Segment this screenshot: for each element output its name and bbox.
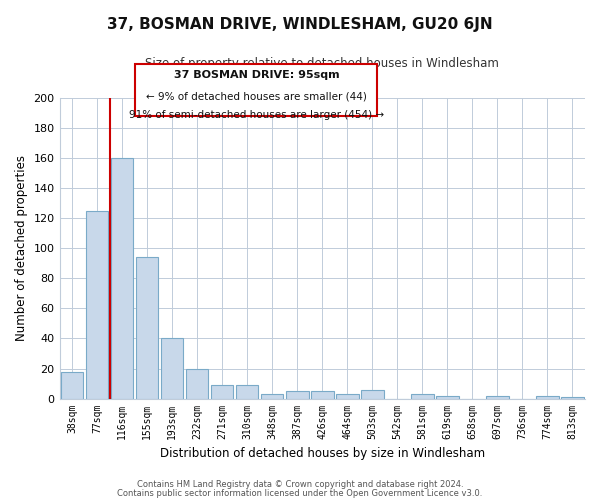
Title: Size of property relative to detached houses in Windlesham: Size of property relative to detached ho…	[145, 58, 499, 70]
Bar	[86, 210, 109, 398]
Bar	[261, 394, 283, 398]
Text: 37, BOSMAN DRIVE, WINDLESHAM, GU20 6JN: 37, BOSMAN DRIVE, WINDLESHAM, GU20 6JN	[107, 18, 493, 32]
Bar	[311, 391, 334, 398]
Bar	[436, 396, 458, 398]
Text: ← 9% of detached houses are smaller (44): ← 9% of detached houses are smaller (44)	[146, 92, 367, 102]
Text: Contains public sector information licensed under the Open Government Licence v3: Contains public sector information licen…	[118, 489, 482, 498]
Bar	[336, 394, 359, 398]
Bar	[61, 372, 83, 398]
Bar	[286, 391, 308, 398]
Text: 91% of semi-detached houses are larger (454) →: 91% of semi-detached houses are larger (…	[129, 110, 384, 120]
Bar	[211, 385, 233, 398]
Text: Contains HM Land Registry data © Crown copyright and database right 2024.: Contains HM Land Registry data © Crown c…	[137, 480, 463, 489]
X-axis label: Distribution of detached houses by size in Windlesham: Distribution of detached houses by size …	[160, 447, 485, 460]
Bar	[161, 338, 184, 398]
Bar	[186, 368, 208, 398]
Bar	[136, 258, 158, 398]
Bar	[411, 394, 434, 398]
Text: 37 BOSMAN DRIVE: 95sqm: 37 BOSMAN DRIVE: 95sqm	[173, 70, 339, 80]
Bar	[561, 397, 584, 398]
Bar	[236, 385, 259, 398]
Bar	[111, 158, 133, 398]
Bar	[536, 396, 559, 398]
Bar	[361, 390, 383, 398]
Y-axis label: Number of detached properties: Number of detached properties	[15, 156, 28, 342]
Bar	[486, 396, 509, 398]
